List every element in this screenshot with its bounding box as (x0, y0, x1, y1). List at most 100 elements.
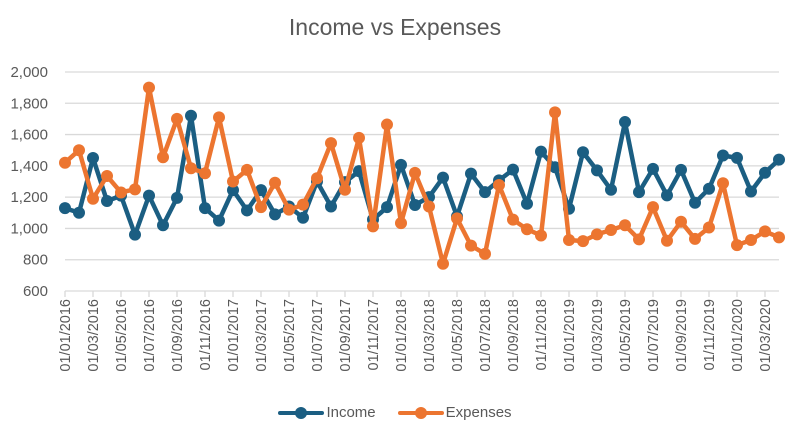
income-data-point[interactable] (465, 167, 477, 180)
expenses-data-point[interactable] (437, 257, 449, 270)
expenses-data-point[interactable] (451, 212, 463, 225)
income-data-point[interactable] (325, 200, 337, 213)
expenses-data-point[interactable] (731, 239, 743, 252)
legend-item-expenses[interactable]: Expenses (397, 404, 512, 421)
income-data-point[interactable] (661, 189, 673, 202)
expenses-data-point[interactable] (353, 131, 365, 144)
expenses-data-point[interactable] (549, 106, 561, 119)
income-data-point[interactable] (381, 201, 393, 214)
income-data-point[interactable] (647, 162, 659, 175)
income-data-point[interactable] (479, 186, 491, 199)
expenses-data-point[interactable] (171, 112, 183, 125)
legend-item-income[interactable]: Income (278, 404, 376, 421)
income-data-point[interactable] (549, 161, 561, 174)
expenses-data-point[interactable] (59, 156, 71, 169)
income-data-point[interactable] (535, 145, 547, 158)
expenses-data-point[interactable] (479, 247, 491, 260)
expenses-data-point[interactable] (185, 162, 197, 175)
income-data-point[interactable] (227, 184, 239, 197)
expenses-data-point[interactable] (199, 167, 211, 180)
income-data-point[interactable] (759, 166, 771, 179)
income-data-point[interactable] (199, 202, 211, 215)
income-data-point[interactable] (591, 164, 603, 177)
x-tick-label: 01/05/2018 (450, 299, 466, 372)
income-data-point[interactable] (605, 183, 617, 196)
expenses-data-point[interactable] (227, 175, 239, 188)
expenses-data-point[interactable] (395, 217, 407, 230)
expenses-data-point[interactable] (381, 118, 393, 131)
expenses-data-point[interactable] (325, 137, 337, 150)
expenses-data-point[interactable] (633, 233, 645, 246)
expenses-data-point[interactable] (297, 198, 309, 211)
expenses-data-point[interactable] (367, 220, 379, 233)
expenses-data-point[interactable] (675, 215, 687, 228)
income-data-point[interactable] (745, 185, 757, 198)
expenses-data-point[interactable] (423, 200, 435, 213)
expenses-data-point[interactable] (283, 203, 295, 216)
income-data-point[interactable] (521, 197, 533, 210)
income-data-point[interactable] (773, 153, 785, 166)
legend-income-dot (295, 406, 308, 419)
income-data-point[interactable] (297, 211, 309, 224)
expenses-data-point[interactable] (605, 223, 617, 236)
expenses-data-point[interactable] (647, 201, 659, 214)
expenses-data-point[interactable] (409, 166, 421, 179)
expenses-data-point[interactable] (255, 201, 267, 214)
income-data-point[interactable] (675, 163, 687, 176)
y-tick-label: 2,000 (10, 64, 48, 81)
expenses-data-point[interactable] (311, 172, 323, 185)
expenses-data-point[interactable] (535, 229, 547, 242)
income-data-point[interactable] (507, 163, 519, 176)
income-data-point[interactable] (633, 186, 645, 199)
expenses-data-point[interactable] (521, 223, 533, 236)
expenses-data-point[interactable] (269, 176, 281, 189)
income-data-point[interactable] (409, 198, 421, 211)
expenses-data-point[interactable] (73, 144, 85, 157)
income-data-point[interactable] (717, 149, 729, 162)
income-data-point[interactable] (213, 214, 225, 227)
income-data-point[interactable] (185, 109, 197, 122)
expenses-data-point[interactable] (563, 234, 575, 247)
income-data-point[interactable] (577, 146, 589, 159)
expenses-data-point[interactable] (493, 178, 505, 191)
expenses-data-point[interactable] (339, 183, 351, 196)
income-data-point[interactable] (157, 219, 169, 232)
expenses-data-point[interactable] (661, 234, 673, 247)
income-data-point[interactable] (101, 195, 113, 208)
income-data-point[interactable] (619, 116, 631, 129)
expenses-data-point[interactable] (591, 228, 603, 241)
income-data-point[interactable] (87, 152, 99, 165)
income-data-point[interactable] (269, 208, 281, 221)
expenses-data-point[interactable] (129, 183, 141, 196)
expenses-data-point[interactable] (689, 232, 701, 245)
x-tick-label: 01/05/2016 (114, 299, 130, 372)
expenses-data-point[interactable] (213, 111, 225, 124)
expenses-data-point[interactable] (143, 81, 155, 94)
expenses-data-point[interactable] (241, 163, 253, 176)
expenses-data-point[interactable] (759, 225, 771, 238)
income-data-point[interactable] (395, 158, 407, 171)
expenses-data-point[interactable] (703, 221, 715, 234)
expenses-data-point[interactable] (87, 192, 99, 205)
income-data-point[interactable] (171, 191, 183, 204)
income-data-point[interactable] (59, 202, 71, 215)
expenses-data-point[interactable] (101, 170, 113, 183)
income-data-point[interactable] (73, 206, 85, 219)
expenses-data-point[interactable] (115, 186, 127, 199)
expenses-data-point[interactable] (157, 151, 169, 164)
income-data-point[interactable] (241, 204, 253, 217)
expenses-data-point[interactable] (465, 239, 477, 252)
income-data-point[interactable] (689, 196, 701, 209)
income-data-point[interactable] (731, 151, 743, 164)
income-data-point[interactable] (143, 189, 155, 202)
expenses-data-point[interactable] (507, 213, 519, 226)
income-data-point[interactable] (437, 171, 449, 184)
x-tick-label: 01/03/2020 (758, 299, 774, 372)
expenses-data-point[interactable] (717, 177, 729, 190)
expenses-data-point[interactable] (773, 231, 785, 244)
expenses-data-point[interactable] (745, 234, 757, 247)
expenses-data-point[interactable] (577, 235, 589, 248)
income-data-point[interactable] (703, 182, 715, 195)
income-data-point[interactable] (129, 228, 141, 241)
expenses-data-point[interactable] (619, 219, 631, 232)
